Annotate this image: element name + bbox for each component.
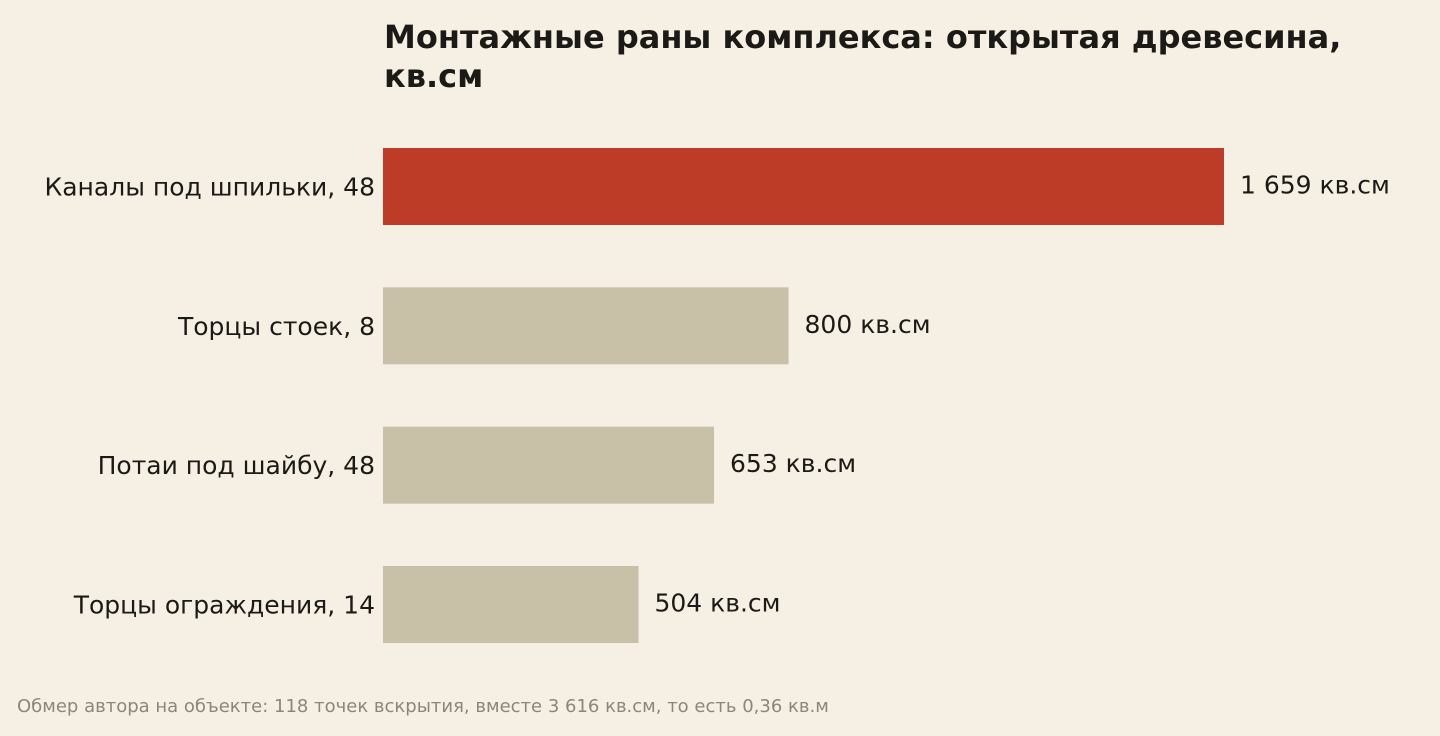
value-label-1: 1 659 кв.см	[1240, 171, 1390, 200]
bar-3	[383, 426, 715, 504]
category-label-4: Торцы ограждения, 14	[73, 590, 375, 619]
footnote: Обмер автора на объекте: 118 точек вскры…	[17, 696, 829, 717]
category-label-2: Торцы стоек, 8	[177, 312, 375, 341]
value-label-2: 800 кв.см	[805, 310, 931, 339]
value-label-3: 653 кв.см	[730, 449, 856, 478]
bar-4	[383, 565, 639, 643]
bar-1	[383, 148, 1224, 225]
category-label-3: Потаи под шайбу, 48	[98, 451, 375, 480]
chart-title: Монтажные раны комплекса: открытая древе…	[384, 18, 1342, 95]
value-label-4: 504 кв.см	[654, 588, 780, 617]
bar-2	[383, 287, 789, 365]
category-label-1: Каналы под шпильки, 48	[44, 173, 375, 202]
